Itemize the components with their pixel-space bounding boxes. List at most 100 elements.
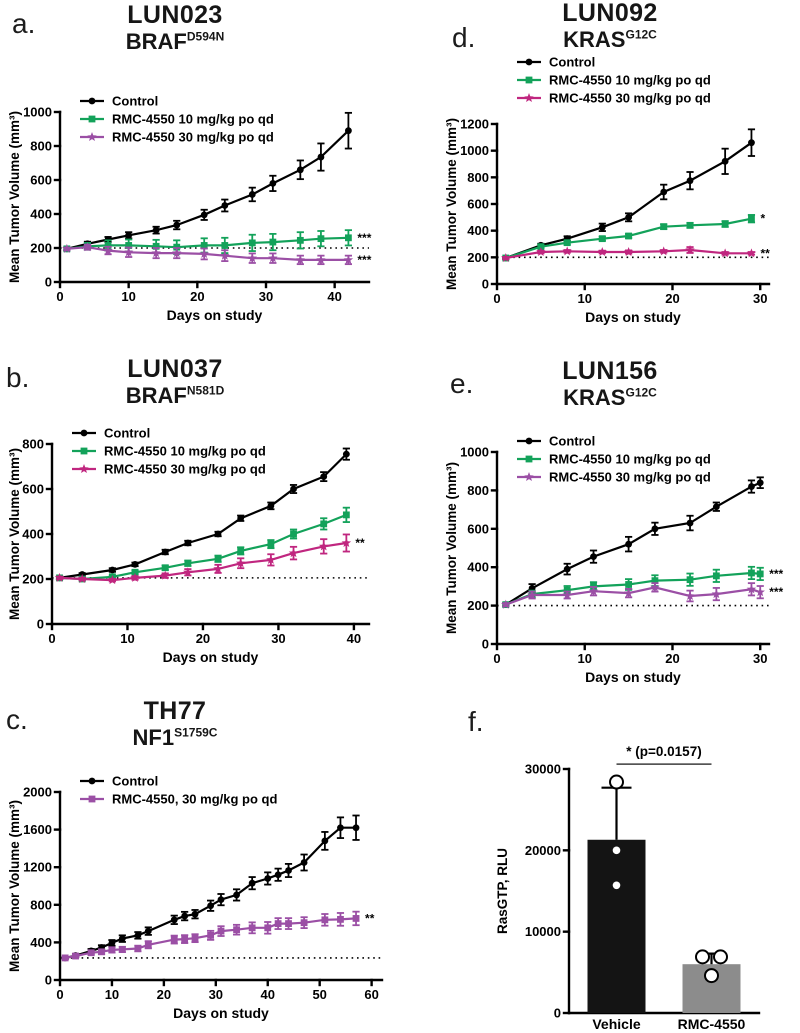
svg-text:200: 200 (467, 250, 489, 265)
legend: Control RMC-4550 10 mg/kg po qd RMC-4550 3… (80, 94, 274, 145)
svg-text:Mean Tumor Volume (mm³): Mean Tumor Volume (mm³) (7, 448, 22, 620)
significance-stars: ** (365, 911, 375, 925)
svg-text:Control: Control (104, 426, 150, 441)
panel-e-gene-label: KRASG12C (563, 384, 657, 410)
data-point-dot (612, 881, 621, 890)
axis-labels: 0 200 400 600 800 1000 1200 0 10 20 30 Mean Tumor V… (444, 117, 767, 326)
panel-d-model-name: LUN092 (562, 0, 658, 27)
panel-c-chart: 0 400 800 1200 1600 2000 0 10 20 30 40 50 60 Mean Tum… (7, 774, 384, 1021)
svg-text:60: 60 (364, 987, 378, 1002)
series-rmc-4550-30-mg-kg-po-qd: ** (501, 245, 770, 263)
svg-text:200: 200 (30, 241, 52, 256)
svg-text:20: 20 (665, 651, 679, 666)
panel-b-model-name: LUN037 (127, 355, 223, 383)
svg-text:20: 20 (157, 987, 171, 1002)
svg-text:200: 200 (22, 572, 44, 587)
panel-e-model-name: LUN156 (562, 357, 658, 385)
axes (45, 442, 371, 631)
svg-text:10: 10 (105, 987, 119, 1002)
svg-text:RMC-4550: RMC-4550 (678, 1016, 746, 1032)
panel-b-letter: b. (6, 362, 30, 393)
svg-text:40: 40 (347, 631, 361, 646)
svg-text:RMC-4550 30 mg/kg po qd: RMC-4550 30 mg/kg po qd (549, 470, 711, 485)
panel-c-letter: c. (6, 704, 28, 735)
axes (53, 790, 384, 987)
svg-text:30: 30 (271, 631, 285, 646)
svg-text:Control: Control (112, 94, 158, 109)
svg-text:20: 20 (665, 291, 679, 306)
panel-a-model-name: LUN023 (127, 1, 223, 29)
svg-text:Days on study: Days on study (585, 309, 681, 325)
series-rmc-4550-30-mg-kg-po-qd: ** (61, 910, 375, 962)
svg-text:Days on study: Days on study (163, 649, 259, 665)
panel-b-title: LUN037 BRAFN581D (30, 355, 320, 408)
svg-text:0: 0 (493, 651, 500, 666)
svg-text:1000: 1000 (460, 445, 489, 460)
panel-b-gene-label: BRAFN581D (125, 382, 225, 408)
panel-d-title: LUN092 KRASG12C (455, 0, 765, 52)
svg-text:400: 400 (30, 935, 52, 950)
legend: Control RMC-4550, 30 mg/kg po qd (80, 774, 277, 807)
svg-text:30000: 30000 (525, 762, 561, 777)
svg-text:20: 20 (196, 631, 210, 646)
svg-text:0: 0 (482, 637, 489, 652)
significance-stars: *** (769, 567, 783, 581)
data-point-open (609, 774, 624, 790)
svg-text:400: 400 (467, 560, 489, 575)
panel-c-gene-label: NF1S1759C (132, 724, 218, 750)
svg-text:Control: Control (112, 774, 158, 789)
svg-text:10: 10 (121, 289, 135, 304)
svg-text:Days on study: Days on study (173, 1005, 269, 1021)
svg-text:30: 30 (753, 651, 767, 666)
axis-labels: 0 200 400 600 800 1000 0 10 20 30 Mean Tumor Volum… (444, 445, 767, 686)
series-rmc-4550-30-mg-kg-po-qd: ** (54, 533, 365, 585)
svg-text:1000: 1000 (23, 105, 52, 120)
panel-f-chart: 0 10000 20000 30000 RasGTP, RLU Vehicle RMC-45… (495, 744, 761, 1032)
svg-text:0: 0 (56, 289, 63, 304)
svg-text:RMC-4550 30 mg/kg po qd: RMC-4550 30 mg/kg po qd (112, 130, 274, 145)
panel-a-chart: 0 200 400 600 800 1000 0 10 20 30 40 Mean Tumor Vol… (7, 94, 372, 324)
significance-stars: *** (357, 231, 371, 245)
svg-text:0: 0 (45, 275, 52, 290)
svg-text:RMC-4550 30 mg/kg po qd: RMC-4550 30 mg/kg po qd (549, 91, 711, 106)
axis-labels: 0 200 400 600 800 1000 0 10 20 30 40 Mean Tumor Vol… (7, 105, 342, 324)
svg-text:800: 800 (467, 483, 489, 498)
panel-a-title: LUN023 BRAFD594N (30, 1, 320, 54)
svg-text:RasGTP, RLU: RasGTP, RLU (495, 848, 510, 934)
panel-d-gene-label: KRASG12C (563, 26, 657, 52)
svg-text:400: 400 (467, 223, 489, 238)
svg-text:10000: 10000 (525, 924, 561, 939)
significance-stars: ** (760, 246, 770, 260)
svg-text:0: 0 (493, 291, 500, 306)
svg-text:RMC-4550 10 mg/kg po qd: RMC-4550 10 mg/kg po qd (112, 112, 274, 127)
svg-text:Days on study: Days on study (167, 307, 263, 323)
series-rmc-4550-30-mg-kg-po-qd: *** (62, 242, 372, 267)
svg-text:800: 800 (22, 437, 44, 452)
panel-c-model-name: TH77 (143, 697, 207, 725)
svg-text:1200: 1200 (23, 860, 52, 875)
svg-text:Mean Tumor Volume (mm³): Mean Tumor Volume (mm³) (7, 800, 22, 972)
panel-d-chart: 0 200 400 600 800 1000 1200 0 10 20 30 Mean Tumor V… (444, 55, 771, 326)
svg-text:Mean Tumor Volume (mm³): Mean Tumor Volume (mm³) (444, 118, 459, 290)
data-point-open (695, 949, 710, 965)
svg-text:40: 40 (327, 289, 341, 304)
svg-text:Mean Tumor Volume (mm³): Mean Tumor Volume (mm³) (444, 462, 459, 634)
panel-d-letter: d. (452, 22, 476, 53)
series-rmc-4550-10-mg-kg-po-qd: * (502, 212, 765, 262)
svg-text:20: 20 (190, 289, 204, 304)
data-point-open (713, 949, 728, 965)
svg-text:600: 600 (467, 521, 489, 536)
panel-a-letter: a. (12, 8, 36, 39)
data-point-dot (612, 846, 621, 855)
panel-e-title: LUN156 KRASG12C (455, 357, 765, 410)
svg-text:10: 10 (120, 631, 134, 646)
svg-text:200: 200 (467, 598, 489, 613)
series-rmc-4550-10-mg-kg-po-qd: *** (502, 565, 784, 609)
panel-a-gene-label: BRAFD594N (125, 28, 225, 54)
significance-stars: * (760, 212, 765, 226)
svg-text:0: 0 (48, 631, 55, 646)
svg-text:Control: Control (549, 434, 595, 449)
svg-text:600: 600 (22, 482, 44, 497)
panel-e-letter: e. (450, 368, 474, 399)
